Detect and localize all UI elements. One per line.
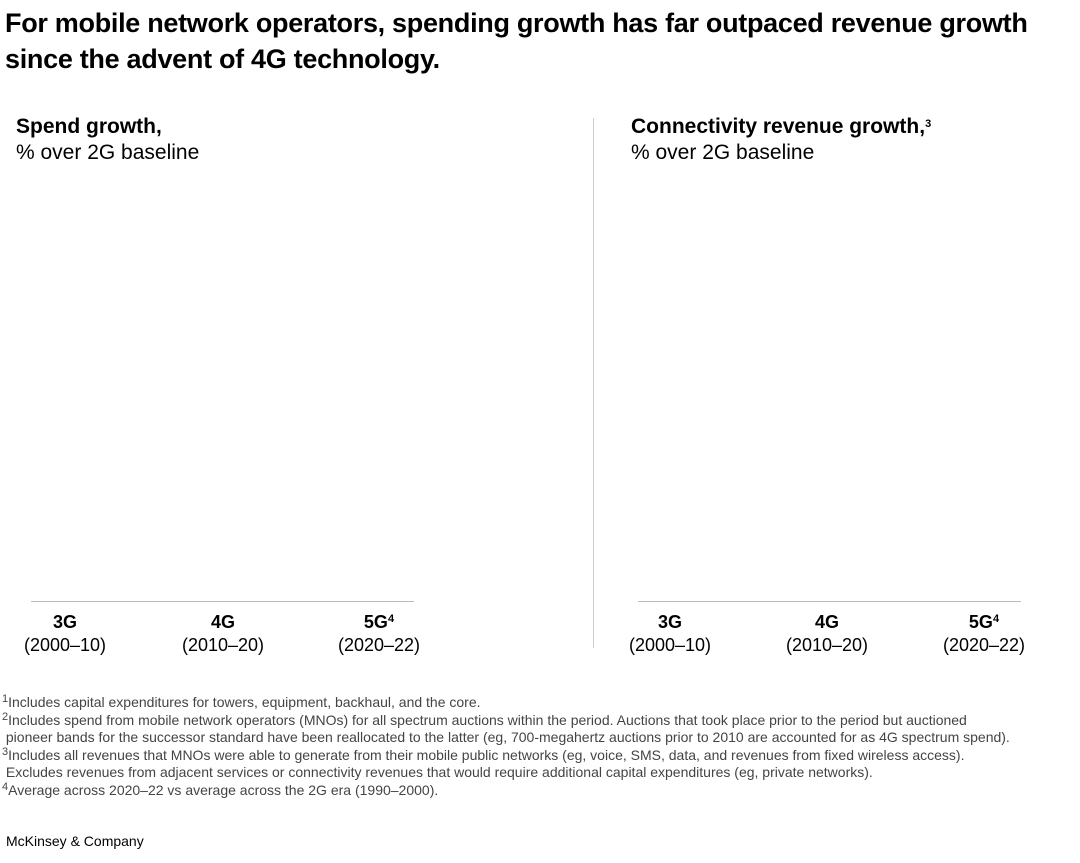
- spend-panel-title: Spend growth,: [16, 114, 162, 140]
- footnote-text: Excludes revenues from adjacent services…: [2, 764, 873, 780]
- brand-logo: McKinsey & Company: [6, 833, 144, 849]
- footnote-mark: 3: [2, 745, 9, 758]
- footnote-text: Includes capital expenditures for towers…: [8, 694, 481, 710]
- category-name-text: 3G: [657, 612, 682, 632]
- footnote: Excludes revenues from adjacent services…: [2, 764, 1010, 782]
- category-footnote: 4: [387, 613, 395, 625]
- chart-title: For mobile network operators, spending g…: [5, 8, 1028, 74]
- category-name-text: 4G: [814, 612, 839, 632]
- revenue-panel-title: Connectivity revenue growth,3: [631, 114, 931, 140]
- revenue-title-text: Connectivity revenue growth,: [631, 115, 926, 138]
- category-name: 4G: [757, 611, 897, 633]
- footnote-text: Includes all revenues that MNOs were abl…: [8, 746, 965, 763]
- category-name: 4G: [153, 611, 293, 633]
- category-period: (2000–10): [628, 635, 712, 655]
- footnote-text: Average across 2020–22 vs average across…: [8, 781, 439, 798]
- category-name: 3G: [0, 611, 135, 633]
- category-period: (2000–10): [23, 635, 107, 655]
- footnote-mark: 2: [2, 710, 9, 723]
- category-name: 3G: [600, 611, 740, 633]
- revenue-title-footnote: 3: [925, 118, 932, 130]
- x-tick-label: 4G (2010–20): [757, 611, 897, 657]
- category-period: (2010–20): [181, 635, 265, 655]
- panel-divider: [593, 118, 594, 648]
- footnote: 3Includes all revenues that MNOs were ab…: [2, 745, 1010, 765]
- footnote: 4Average across 2020–22 vs average acros…: [2, 780, 1010, 800]
- x-tick-label: 4G (2010–20): [153, 611, 293, 657]
- category-name: 5G4: [914, 611, 1054, 633]
- category-name-text: 5G: [968, 612, 993, 632]
- revenue-panel-subtitle: % over 2G baseline: [631, 141, 815, 164]
- spend-title-text: Spend growth,: [16, 115, 162, 138]
- x-tick-label: 5G4 (2020–22): [309, 611, 449, 657]
- revenue-x-axis: [638, 601, 1021, 602]
- spend-panel-subtitle: % over 2G baseline: [16, 141, 200, 164]
- footnote-text: pioneer bands for the successor standard…: [2, 729, 1010, 745]
- x-tick-label: 5G4 (2020–22): [914, 611, 1054, 657]
- category-period: (2020–22): [337, 635, 421, 655]
- footnote: 1Includes capital expenditures for tower…: [2, 693, 1010, 712]
- footnotes: 1Includes capital expenditures for tower…: [2, 693, 1010, 800]
- footnote-mark: 4: [2, 780, 9, 793]
- category-footnote: 4: [992, 613, 1000, 625]
- category-name-text: 5G: [363, 612, 388, 632]
- spend-x-axis: [31, 601, 414, 602]
- category-period: (2010–20): [785, 635, 869, 655]
- footnote: 2Includes spend from mobile network oper…: [2, 710, 1010, 730]
- x-tick-label: 3G (2000–10): [0, 611, 135, 657]
- footnote-mark: 1: [2, 693, 9, 705]
- category-name-text: 4G: [210, 612, 235, 632]
- x-tick-label: 3G (2000–10): [600, 611, 740, 657]
- footnote-text: Includes spend from mobile network opera…: [8, 711, 967, 728]
- footnote: pioneer bands for the successor standard…: [2, 729, 1010, 747]
- category-name: 5G4: [309, 611, 449, 633]
- category-period: (2020–22): [942, 635, 1026, 655]
- category-name-text: 3G: [52, 612, 77, 632]
